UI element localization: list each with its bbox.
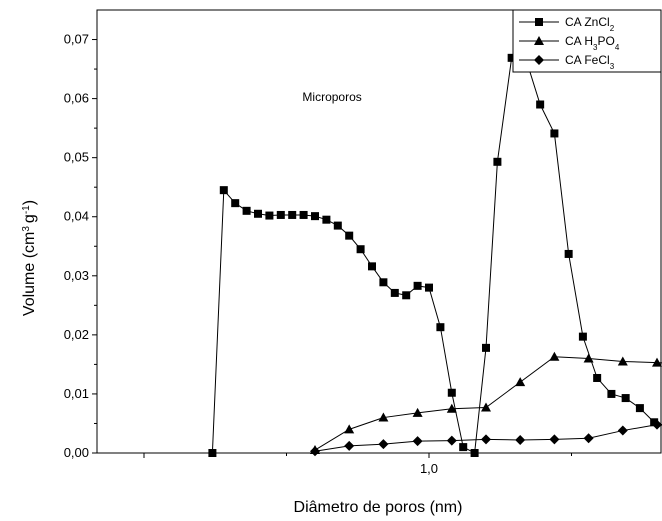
data-point: [390, 288, 399, 297]
series-line: [314, 356, 662, 451]
data-point: [311, 212, 319, 221]
y-tick-label: 0,00: [64, 445, 89, 460]
data-point: [617, 425, 628, 436]
data-point: [322, 215, 331, 224]
data-point: [447, 388, 456, 397]
data-point: [242, 206, 251, 215]
legend-label: CA FeCl3: [565, 53, 615, 71]
data-point: [635, 404, 644, 413]
data-point: [356, 245, 365, 254]
data-point: [288, 210, 297, 219]
data-point: [515, 377, 526, 387]
data-point: [379, 278, 388, 287]
data-point: [254, 209, 262, 218]
data-point: [231, 199, 240, 208]
data-point: [481, 434, 491, 445]
data-point: [412, 436, 423, 447]
x-axis-title: Diâmetro de poros (nm): [294, 499, 463, 516]
data-point: [617, 356, 628, 366]
region-label: Microporos: [302, 90, 361, 104]
series-diamond: [310, 419, 662, 457]
data-point: [493, 157, 502, 166]
data-point: [652, 419, 662, 430]
data-point: [219, 186, 228, 195]
data-point: [583, 433, 594, 444]
y-tick-label: 0,02: [64, 327, 89, 342]
data-point: [333, 221, 342, 230]
data-point: [470, 449, 479, 457]
data-point: [208, 449, 217, 457]
series-triangle: [310, 351, 662, 455]
y-tick-label: 0,06: [64, 91, 89, 106]
data-point: [425, 283, 433, 292]
data-point: [650, 418, 659, 427]
data-point: [265, 211, 274, 220]
data-point: [481, 402, 491, 412]
data-point: [344, 440, 355, 451]
data-point: [299, 210, 308, 219]
legend-marker: [535, 18, 543, 26]
data-point: [446, 435, 457, 446]
data-point: [549, 434, 560, 445]
data-point: [368, 262, 376, 271]
data-point: [459, 443, 468, 452]
data-point: [436, 323, 445, 332]
y-axis-title: Volume (cm3g-1): [21, 200, 39, 316]
labels-layer: Diâmetro de poros (nm) Volume (cm3g-1): [21, 200, 463, 516]
data-point: [344, 424, 355, 434]
data-point: [578, 332, 587, 341]
data-point: [564, 249, 573, 258]
data-point: [515, 435, 526, 446]
y-tick-label: 0,05: [64, 150, 89, 165]
data-point: [652, 357, 662, 367]
data-point: [507, 53, 516, 62]
legend-marker: [534, 55, 544, 65]
data-point: [310, 446, 320, 457]
data-point: [593, 373, 602, 382]
y-tick-label: 0,04: [64, 209, 89, 224]
data-point: [378, 412, 389, 422]
legend-marker: [534, 36, 544, 45]
series-line: [314, 424, 662, 452]
data-point: [412, 407, 423, 417]
plot-area: 0,000,010,020,030,040,050,060,071,02,0Mi…: [64, 9, 662, 476]
data-point: [378, 439, 389, 450]
data-point: [549, 351, 560, 361]
data-point: [621, 394, 630, 403]
y-tick-label: 0,01: [64, 386, 89, 401]
data-point: [550, 129, 559, 138]
data-point: [607, 389, 616, 398]
data-point: [413, 281, 422, 290]
legend-label: CA H3PO4: [565, 34, 620, 52]
y-tick-label: 0,07: [64, 32, 89, 47]
data-point: [446, 403, 457, 413]
series-layer: [208, 53, 662, 457]
y-tick-label: 0,03: [64, 268, 89, 283]
data-point: [276, 210, 285, 219]
series-square: [208, 53, 662, 457]
data-point: [583, 353, 594, 363]
data-point: [402, 291, 411, 300]
x-tick-label: 1,0: [420, 461, 438, 476]
data-point: [536, 100, 545, 109]
plot-frame: [96, 9, 662, 454]
data-point: [345, 231, 354, 240]
series-line: [211, 57, 662, 454]
data-point: [482, 343, 490, 352]
legend-label: CA ZnCl2: [565, 15, 615, 33]
